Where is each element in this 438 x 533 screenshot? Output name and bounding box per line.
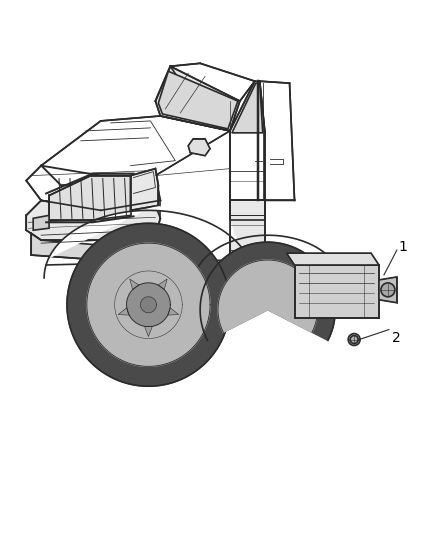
Polygon shape xyxy=(44,205,253,278)
Text: 1: 1 xyxy=(399,240,408,254)
Polygon shape xyxy=(158,279,167,289)
Polygon shape xyxy=(131,168,159,211)
Polygon shape xyxy=(200,242,335,341)
Text: 2: 2 xyxy=(392,330,401,344)
Circle shape xyxy=(348,334,360,345)
Polygon shape xyxy=(230,200,265,260)
Polygon shape xyxy=(130,279,139,289)
Polygon shape xyxy=(168,308,179,315)
Polygon shape xyxy=(379,277,397,303)
Polygon shape xyxy=(155,66,240,131)
Polygon shape xyxy=(218,260,318,332)
Polygon shape xyxy=(87,243,210,366)
Polygon shape xyxy=(49,175,131,220)
Polygon shape xyxy=(260,81,294,200)
Polygon shape xyxy=(230,81,265,220)
Polygon shape xyxy=(170,63,255,101)
Polygon shape xyxy=(159,71,238,129)
Circle shape xyxy=(350,336,358,343)
Polygon shape xyxy=(67,223,230,386)
Polygon shape xyxy=(188,139,210,156)
Polygon shape xyxy=(232,83,263,133)
Polygon shape xyxy=(31,233,155,260)
Polygon shape xyxy=(26,200,160,240)
Polygon shape xyxy=(26,166,160,211)
Polygon shape xyxy=(145,326,152,336)
Polygon shape xyxy=(127,283,170,327)
Polygon shape xyxy=(33,215,49,230)
Polygon shape xyxy=(118,308,129,315)
Polygon shape xyxy=(141,297,156,313)
Polygon shape xyxy=(41,116,230,185)
Polygon shape xyxy=(294,265,379,318)
Circle shape xyxy=(381,283,395,297)
Polygon shape xyxy=(286,253,379,265)
